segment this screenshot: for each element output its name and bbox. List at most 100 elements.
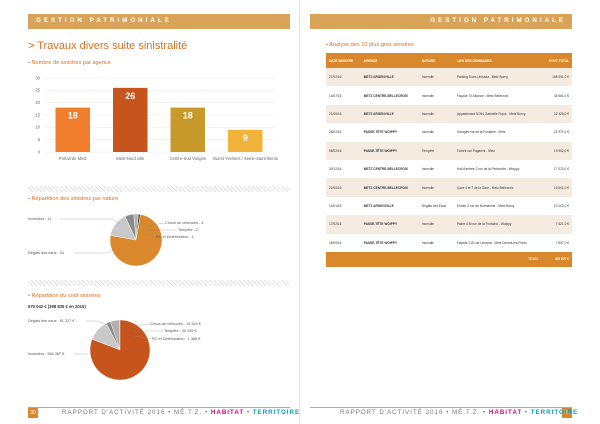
pie1-label-incendies: Incendies : 11 [28,217,51,221]
pie2-svg: Dégâts des eaux : 81 327 € Incendies : 5… [28,319,202,381]
col-date: DATE SINISTRE [326,53,361,68]
cell-date: 27/02/16 [326,68,361,87]
table-row: 21/05/16 METZ ARGENVILLE Incendie Apparteme… [326,104,572,124]
bar-value-label: 18 [183,111,193,121]
pie-slice [109,214,163,267]
total-cost-amount: 670 042 € (398 835 € en 2015) [28,304,86,309]
pie1-label-rc: RC et Détérioration : 1 [156,235,194,239]
cell-lieu: Toiture rue Paganini - Metz [453,141,542,160]
header-band-left [28,14,290,29]
table-subtitle: • Analyse des 10 plus gros sinistres [326,42,414,48]
page-number-right: 31 [562,408,572,418]
pie2-label-incendies: Incendies : 566 367 € [28,352,65,356]
cell-agence: METZ ARGENVILLE [360,196,419,216]
bar-value-label: 18 [68,111,78,121]
cell-lieu: Appartement 57/64 Gabrielle Fique - Metz… [453,104,542,124]
pie2-label-rc: RC et Détérioration : 1 386 € [152,337,201,341]
table-body: 27/02/16 METZ ARGENVILLE Incendie Parking T… [326,68,572,252]
cell-cout: 21 971,0 € [541,123,572,142]
y-tick-label: 5 [38,137,41,142]
cell-cout: 32 426,0 € [541,104,572,124]
pie2-label-degats: Dégâts des eaux : 81 327 € [28,319,75,323]
cell-cout: 10 102,0 € [541,196,572,216]
footer-left: RAPPORT D'ACTIVITÉ 2016 • MÉ.T.Z. • HABI… [62,409,300,416]
pie1-leader-chocs [145,222,165,227]
page-number-left: 30 [28,408,38,418]
footer-brand-habitat-right: HABITAT [488,409,523,416]
pie1-label-tempete: Tempête : 2 [178,228,198,232]
table-row: 16/09/16 PASSE-TÊTE WOIPPY Incendie Façade … [326,233,572,252]
cell-lieu: Palier 4 Bl rue de la Fontaine - Woippy [453,215,542,234]
pie2-label-chocs: Chocs de véhicules : 16 344 € [150,322,202,326]
footer-rule-left [28,407,290,408]
table-total-row: TOTAL 336 907 € [326,251,572,267]
header-title-left: GESTION PATRIMONIALE [36,17,172,24]
pie1-label-chocs: Chocs de véhicules : 4 [165,221,203,225]
cell-agence: METZ CENTRE-BELLECROIX [360,178,419,197]
pie2-leader-chocs [131,323,150,327]
pie-slice [89,319,151,381]
cell-cout: 19 952,0 € [541,141,572,160]
cell-date: 14/07/16 [326,86,361,105]
bar [55,107,90,152]
header-title-right: GESTION PATRIMONIALE [430,17,566,24]
table-row: 14/01/16 METZ ARGENVILLE Dégâts des Eaux En… [326,196,572,216]
table-row: 17/02/16 PASSE-TÊTE WOIPPY Incendie Palier … [326,215,572,234]
y-tick-label: 30 [35,75,40,80]
pie2-leader-rc [133,335,152,340]
cell-date: 28/02/16 [326,123,361,142]
bar [113,87,148,152]
table-row: 27/02/16 METZ ARGENVILLE Incendie Parking T… [326,68,572,87]
section-separator-2 [28,280,290,286]
cell-agence: METZ CENTRE-BELLECROIX [360,159,419,179]
cell-date: 08/02/16 [326,141,361,160]
bar-value-label: 9 [243,133,248,143]
cell-lieu: Entrée 3 rue de Normandie - Metz Borny [453,196,542,216]
footer-text: RAPPORT D'ACTIVITÉ 2016 • MÉ.T.Z. • [62,409,211,416]
footer-brand-territoire: TERRITOIRE [252,409,301,416]
x-category-label: Metz-Nord ville [116,156,145,161]
cell-cout: 15 501,0 € [541,178,572,197]
bar [170,107,205,152]
cell-cout: 45 561,0 € [541,86,572,105]
sinistres-table: DATE SINISTRE AGENCE NATURE LIEU DES DOM… [326,53,572,267]
footer-sep-right: • [522,409,531,416]
col-lieu: LIEU DES DOMMAGES [453,53,542,68]
footer-rule-right [310,407,572,408]
table-row: 08/02/16 PASSE-TÊTE WOIPPY Tempête Toiture … [326,141,572,160]
total-label: TOTAL [326,251,542,267]
cell-nature: Incendie [418,178,454,197]
cell-agence: METZ ARGENVILLE [360,68,419,87]
cell-nature: Incendie [418,159,454,179]
cell-lieu: Façade 215 rue Lenoyra - Metz Devant-les… [453,233,542,252]
cell-agence: METZ ARGENVILLE [360,104,419,124]
col-nature: NATURE [418,53,454,68]
cell-cout: 7 657,0 € [541,233,572,252]
pie-chart-couts: Dégâts des eaux : 81 327 € Incendies : 5… [28,310,290,392]
cell-date: 14/01/16 [326,196,361,216]
cell-agence: PASSE-TÊTE WOIPPY [360,233,419,252]
cell-lieu: Hall d'entrée 2 rue de la Pentecôte - Wo… [453,159,542,179]
cell-nature: Incendie [418,123,454,142]
cell-date: 30/12/16 [326,159,361,179]
table-row: 14/07/16 METZ CENTRE-BELLECROIX Incendie Fa… [326,86,572,105]
cell-date: 21/05/16 [326,104,361,124]
x-category-label: Centre-Sud Vosges [170,156,206,161]
total-value: 336 907 € [541,251,572,267]
pie2-subtitle: • Répartition du coût sinistres [28,293,101,299]
table-row: 28/02/16 PASSE-TÊTE WOIPPY Incendie Garages… [326,123,572,142]
pie1-leader-degats [74,247,115,254]
x-category-label: Portail de Metz [59,156,87,161]
y-tick-label: 0 [38,149,41,154]
cell-cout: 17 023,0 € [541,159,572,179]
cell-lieu: Garages rue de la Fontaine - Metz [453,123,542,142]
y-tick-label: 20 [35,100,40,105]
bar-chart-svg: 0 5 10 15 20 25 30 18 Portail de Metz 26 Metz-Nord… [35,75,277,161]
cell-cout: 158 091,0 € [541,68,572,87]
bar-chart-subtitle: • Nombre de sinistres par agence [28,60,111,66]
col-cout: COÛT TOTAL [541,53,572,68]
bar-value-label: 26 [125,91,135,101]
y-tick-label: 10 [35,125,40,130]
page-gutter [299,0,300,424]
pie2-label-tempete: Tempête : 35 335 € [164,329,197,333]
